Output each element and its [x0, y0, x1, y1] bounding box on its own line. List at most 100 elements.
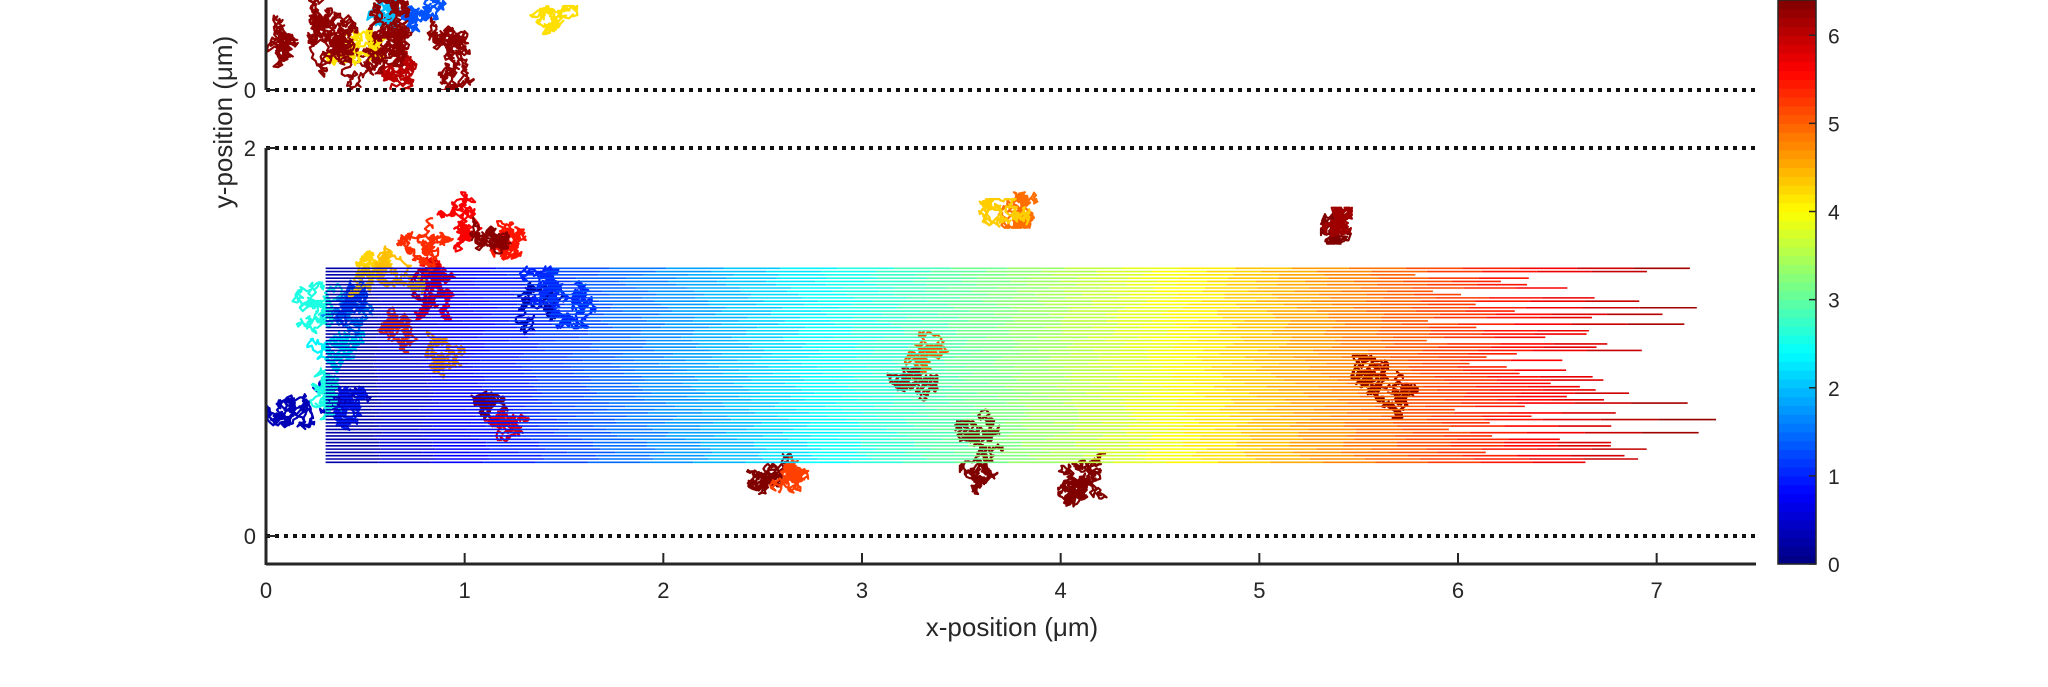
colorbar-band [1778, 158, 1816, 169]
colorbar-band [1778, 237, 1816, 248]
colorbar-band [1778, 493, 1816, 503]
colorbar-band [1778, 405, 1816, 415]
colorbar-band [1778, 52, 1816, 63]
colorbar-band [1778, 141, 1816, 151]
x-tick-label: 4 [1055, 578, 1067, 603]
colorbar-band [1778, 414, 1816, 424]
walk-trace [470, 390, 509, 420]
colorbar: 0 1 2 3 4 5 6 [1777, 0, 1840, 577]
colorbar-band [1778, 96, 1816, 107]
walk-trace [997, 191, 1039, 229]
walk-trace [953, 408, 1001, 447]
walk-trace [398, 0, 447, 33]
colorbar-band [1778, 458, 1816, 468]
walk-trace [373, 245, 426, 295]
walk-trace [468, 216, 512, 255]
colorbar-band [1778, 0, 1816, 10]
colorbar-band [1778, 361, 1816, 371]
x-tick-label: 2 [657, 578, 669, 603]
colorbar-band [1778, 528, 1816, 539]
y-tick-label: 0 [244, 78, 256, 103]
colorbar-band [1778, 546, 1816, 556]
walk-trace [436, 191, 483, 253]
walk-trace [978, 198, 1031, 228]
colorbar-band [1778, 334, 1816, 345]
upper-panel-traces [266, 0, 579, 90]
colorbar-band [1778, 123, 1816, 133]
y-axis-ticks: 0 2 0 [244, 78, 276, 549]
y-axis-label: y-position (μm) [208, 36, 238, 208]
x-tick-label: 6 [1452, 578, 1464, 603]
colorbar-band [1778, 317, 1816, 327]
walk-trace [291, 281, 343, 335]
colorbar-band [1778, 370, 1816, 380]
walk-trace [424, 331, 466, 379]
colorbar-band [1778, 502, 1816, 512]
colorbar-band [1778, 378, 1816, 389]
y-tick-label: 2 [244, 136, 256, 161]
colorbar-tick-label: 5 [1828, 113, 1840, 136]
colorbar-tick-label: 1 [1828, 466, 1840, 489]
colorbar-band [1778, 326, 1816, 336]
colorbar-band [1778, 255, 1816, 265]
colorbar-band [1778, 17, 1816, 28]
colorbar-tick-label: 4 [1828, 202, 1840, 225]
x-tick-label: 7 [1651, 578, 1663, 603]
colorbar-band [1778, 475, 1816, 486]
colorbar-band [1778, 176, 1816, 186]
colorbar-band [1778, 105, 1816, 116]
colorbar-band [1778, 185, 1816, 195]
x-tick-label: 0 [260, 578, 272, 603]
colorbar-outline [1777, 0, 1817, 565]
colorbar-band [1778, 35, 1816, 45]
colorbar-band [1778, 308, 1816, 318]
colorbar-band [1778, 299, 1816, 310]
colorbar-band [1778, 220, 1816, 230]
colorbar-band [1778, 484, 1816, 495]
colorbar-tick-label: 2 [1828, 378, 1840, 401]
colorbar-band [1778, 396, 1816, 406]
walk-trace [437, 46, 475, 90]
colorbar-tick-label: 0 [1828, 554, 1840, 577]
colorbar-band [1778, 467, 1816, 477]
colorbar-band [1778, 423, 1816, 433]
colorbar-band [1778, 88, 1816, 98]
colorbar-band [1778, 79, 1816, 89]
walk-trace [1321, 206, 1353, 238]
colorbar-band [1778, 193, 1816, 204]
walk-trace [769, 456, 810, 494]
walk-trace [396, 217, 454, 276]
colorbar-band [1778, 431, 1816, 442]
colorbar-band [1778, 537, 1816, 547]
colorbar-tick-label: 3 [1828, 290, 1840, 313]
x-tick-label: 3 [856, 578, 868, 603]
colorbar-band [1778, 8, 1816, 19]
colorbar-band [1778, 70, 1816, 80]
colorbar-band [1778, 61, 1816, 72]
colorbar-band [1778, 149, 1816, 160]
axes-frame [264, 0, 1756, 566]
colorbar-band [1778, 449, 1816, 459]
walk-trace [306, 0, 359, 54]
walk-trace [529, 4, 579, 36]
walk-trace [1057, 467, 1103, 508]
walk-trace [266, 14, 299, 69]
colorbar-tick-label: 6 [1828, 25, 1840, 48]
x-tick-label: 1 [459, 578, 471, 603]
colorbar-band [1778, 290, 1816, 301]
colorbar-band [1778, 343, 1816, 354]
colorbar-band [1778, 26, 1816, 36]
walk-trace [518, 265, 564, 307]
colorbar-band [1778, 352, 1816, 362]
colorbar-band [1778, 282, 1816, 292]
colorbar-band [1778, 511, 1816, 521]
colorbar-band [1778, 211, 1816, 221]
walk-trace [483, 408, 530, 443]
x-tick-label: 5 [1253, 578, 1265, 603]
colorbar-band [1778, 44, 1816, 54]
trajectory-lines [325, 267, 1717, 464]
colorbar-band [1778, 273, 1816, 283]
x-axis-ticks: 0 1 2 3 4 5 6 7 [260, 553, 1663, 603]
